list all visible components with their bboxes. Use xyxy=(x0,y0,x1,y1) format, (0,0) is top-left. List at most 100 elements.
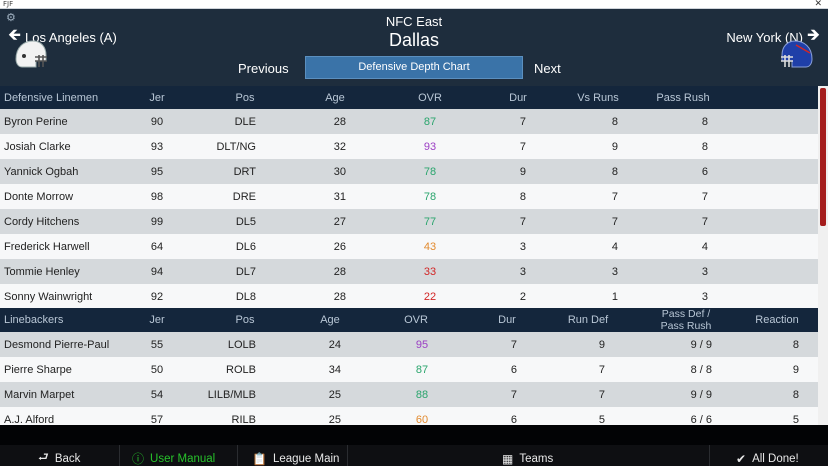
age: 34 xyxy=(328,363,341,376)
durability: 9 xyxy=(519,165,526,178)
run-defense: 7 xyxy=(598,388,605,401)
position: DLT/NG xyxy=(216,140,256,153)
jersey-number: 54 xyxy=(150,388,164,401)
next-button[interactable]: Next xyxy=(534,61,561,76)
run-defense: 7 xyxy=(598,363,605,376)
info-circle-icon: ⓘ xyxy=(132,452,145,466)
helmet-icon-los-angeles[interactable] xyxy=(12,39,48,73)
jersey-number: 57 xyxy=(150,413,164,426)
durability: 8 xyxy=(519,190,526,203)
linebackers-header-row: Linebackers Jer Pos Age OVR Dur Run Def … xyxy=(0,308,818,332)
durability: 7 xyxy=(519,115,526,128)
position: DL5 xyxy=(235,215,256,228)
header-reaction[interactable]: Reaction xyxy=(755,314,799,326)
header-section-linebackers[interactable]: Linebackers xyxy=(4,314,64,326)
position: RILB xyxy=(231,413,256,426)
pass-rush: 3 xyxy=(701,290,708,303)
back-arrow-icon: ⮐ xyxy=(38,450,49,464)
teams-button[interactable]: ▦ Teams xyxy=(472,445,710,466)
table-row[interactable]: Tommie Henley 94 DL7 28 33 3 3 3 xyxy=(0,259,818,284)
table-scrollbar[interactable] xyxy=(818,86,828,425)
header-ovr[interactable]: OVR xyxy=(404,314,428,326)
pass-rush: 8 xyxy=(701,140,708,153)
all-done-button[interactable]: ✔ All Done! xyxy=(710,445,828,466)
durability: 7 xyxy=(519,215,526,228)
status-strip xyxy=(0,425,828,445)
player-name: Josiah Clarke xyxy=(4,140,71,153)
run-defense: 9 xyxy=(598,338,605,351)
header-pass-rush[interactable]: Pass Rush xyxy=(656,91,710,104)
user-manual-button[interactable]: ⓘ User Manual xyxy=(120,445,238,466)
age: 24 xyxy=(328,338,341,351)
table-row[interactable]: A.J. Alford 57 RILB 25 60 6 5 6 / 6 5 xyxy=(0,407,818,425)
player-name: Frederick Harwell xyxy=(4,240,90,253)
arrow-right-icon: 🡺 xyxy=(807,25,820,44)
window-close-button[interactable]: ✕ xyxy=(814,0,822,9)
player-name: Yannick Ogbah xyxy=(4,165,79,178)
header-age[interactable]: Age xyxy=(325,91,345,104)
team-title: Dallas xyxy=(388,30,440,50)
table-row[interactable]: Josiah Clarke 93 DLT/NG 32 93 7 9 8 xyxy=(0,134,818,159)
table-row[interactable]: Byron Perine 90 DLE 28 87 7 8 8 xyxy=(0,109,818,134)
previous-team-link[interactable]: 🡸 Los Angeles (A) xyxy=(8,24,117,51)
teams-roster-icon: ▦ xyxy=(502,451,514,466)
player-name: Pierre Sharpe xyxy=(4,363,72,376)
durability: 7 xyxy=(510,388,517,401)
header-pos[interactable]: Pos xyxy=(235,91,255,104)
footer-nav: ⮐ Back ⓘ User Manual 📋 League Main ▦ Tea… xyxy=(0,445,828,466)
overall-rating: 93 xyxy=(423,140,437,153)
depth-chart-table: Defensive Linemen Jer Pos Age OVR Dur Vs… xyxy=(0,86,818,425)
helmet-icon-new-york[interactable] xyxy=(780,39,816,73)
player-name: Cordy Hitchens xyxy=(4,215,80,228)
division-label: NFC East xyxy=(385,14,443,29)
reaction: 8 xyxy=(792,388,799,401)
header-pass-rush-line: Pass Rush xyxy=(660,320,712,332)
depth-chart-selector[interactable]: Defensive Depth Chart xyxy=(305,56,523,79)
position: DL6 xyxy=(235,240,256,253)
back-button[interactable]: ⮐ Back xyxy=(0,445,120,466)
next-team-name: New York (N) xyxy=(726,30,803,45)
table-row[interactable]: Marvin Marpet 54 LILB/MLB 25 88 7 7 9 / 9 8 xyxy=(0,382,818,407)
header-vs-runs[interactable]: Vs Runs xyxy=(577,91,619,104)
previous-team-name: Los Angeles (A) xyxy=(25,30,117,45)
header-section-linemen[interactable]: Defensive Linemen xyxy=(4,91,99,104)
vs-runs: 1 xyxy=(611,290,618,303)
table-row[interactable]: Donte Morrow 98 DRE 31 78 8 7 7 xyxy=(0,184,818,209)
gear-icon[interactable]: ⚙ xyxy=(6,11,16,24)
clipboard-icon: 📋 xyxy=(252,451,267,466)
durability: 3 xyxy=(519,240,526,253)
header-ovr[interactable]: OVR xyxy=(418,91,442,104)
previous-button[interactable]: Previous xyxy=(238,61,289,76)
reaction: 8 xyxy=(792,338,799,351)
age: 27 xyxy=(333,215,346,228)
vs-runs: 7 xyxy=(611,215,618,228)
table-row[interactable]: Sonny Wainwright 92 DL8 28 22 2 1 3 xyxy=(0,284,818,309)
jersey-number: 64 xyxy=(150,240,164,253)
header-run-def[interactable]: Run Def xyxy=(567,314,609,326)
jersey-number: 90 xyxy=(150,115,164,128)
header-jer[interactable]: Jer xyxy=(149,91,165,104)
app-logo: FJF xyxy=(3,0,14,8)
scrollbar-thumb[interactable] xyxy=(820,88,826,226)
durability: 3 xyxy=(519,265,526,278)
header-pos[interactable]: Pos xyxy=(235,314,255,326)
pass-rush: 6 xyxy=(701,165,708,178)
league-main-button[interactable]: 📋 League Main xyxy=(238,445,348,466)
durability: 6 xyxy=(510,413,517,426)
table-row[interactable]: Frederick Harwell 64 DL6 26 43 3 4 4 xyxy=(0,234,818,259)
next-team-link[interactable]: New York (N) 🡺 xyxy=(726,24,820,51)
table-row[interactable]: Desmond Pierre-Paul 55 LOLB 24 95 7 9 9 / 9 8 xyxy=(0,332,818,357)
age: 26 xyxy=(333,240,346,253)
player-name: Sonny Wainwright xyxy=(4,290,93,303)
age: 28 xyxy=(333,115,346,128)
table-row[interactable]: Pierre Sharpe 50 ROLB 34 87 6 7 8 / 8 9 xyxy=(0,357,818,382)
header-jer[interactable]: Jer xyxy=(149,314,165,326)
header-dur[interactable]: Dur xyxy=(498,314,516,326)
header-dur[interactable]: Dur xyxy=(509,91,527,104)
table-row[interactable]: Cordy Hitchens 99 DL5 27 77 7 7 7 xyxy=(0,209,818,234)
header-age[interactable]: Age xyxy=(320,314,340,326)
overall-rating: 60 xyxy=(415,413,429,426)
durability: 7 xyxy=(519,140,526,153)
header-pass-def-pass-rush[interactable]: Pass Def / Pass Rush xyxy=(646,308,726,332)
table-row[interactable]: Yannick Ogbah 95 DRT 30 78 9 8 6 xyxy=(0,159,818,184)
